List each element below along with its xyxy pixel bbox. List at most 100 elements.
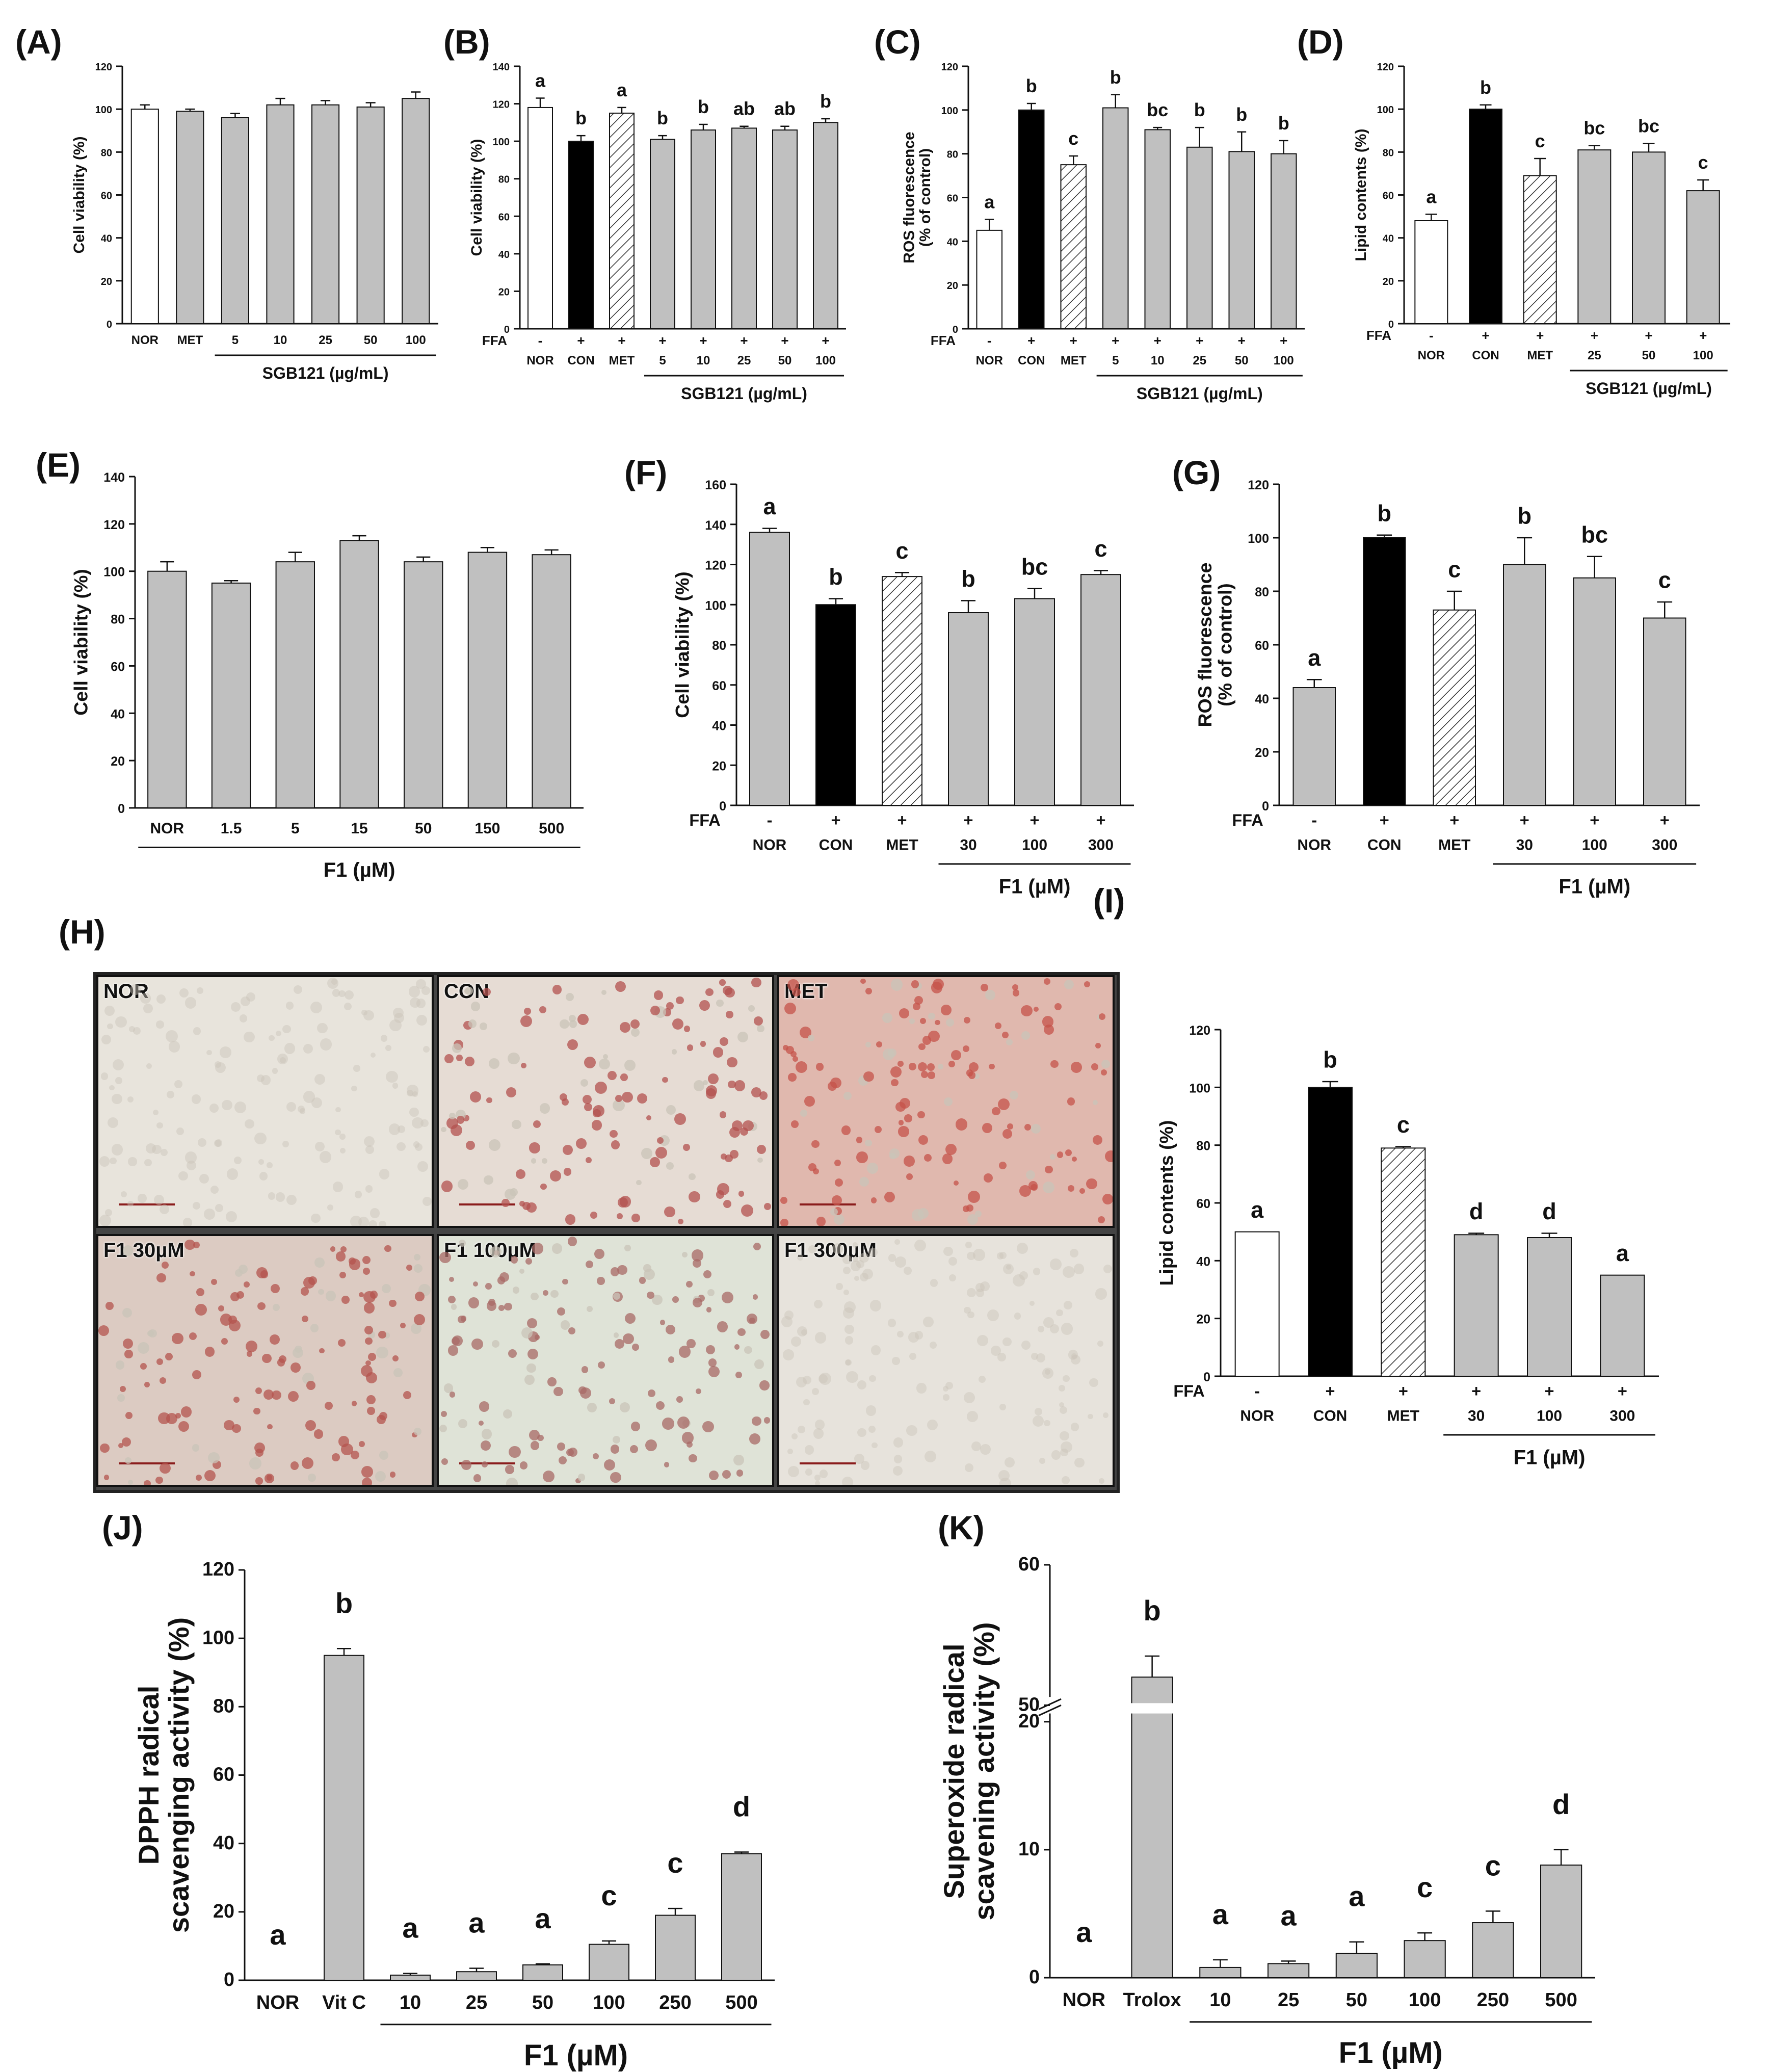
cell-blob bbox=[531, 1292, 539, 1301]
cell-blob bbox=[1002, 1129, 1013, 1139]
significance-letter: c bbox=[1448, 557, 1461, 583]
y-tick-label: 20 bbox=[101, 276, 112, 287]
cell-blob bbox=[192, 1370, 202, 1379]
cell-blob bbox=[712, 1047, 723, 1058]
significance-letter: c bbox=[1397, 1112, 1410, 1138]
cell-blob bbox=[115, 1360, 124, 1370]
cell-blob bbox=[122, 1307, 132, 1318]
cell-blob bbox=[882, 1012, 893, 1023]
cell-blob bbox=[270, 1283, 280, 1294]
cell-blob bbox=[674, 1113, 686, 1125]
cell-blob bbox=[741, 1204, 753, 1217]
cell-blob bbox=[317, 1022, 328, 1034]
cell-blob bbox=[214, 1140, 222, 1147]
cell-blob bbox=[160, 1462, 171, 1474]
cell-blob bbox=[165, 1353, 173, 1361]
bar bbox=[1643, 617, 1686, 806]
cell-blob bbox=[407, 1085, 418, 1096]
cell-blob bbox=[175, 1412, 181, 1419]
cell-blob bbox=[584, 1057, 596, 1069]
bar bbox=[813, 122, 838, 329]
cell-blob bbox=[999, 1478, 1012, 1485]
cell-blob bbox=[619, 1402, 630, 1412]
ffa-sign: + bbox=[1545, 1382, 1554, 1400]
cell-blob bbox=[791, 1433, 798, 1440]
x-tick-label: 30 bbox=[1516, 837, 1533, 854]
cell-blob bbox=[1089, 1378, 1099, 1387]
cell-blob bbox=[469, 1091, 481, 1103]
cell-blob bbox=[637, 1093, 647, 1104]
significance-letter: b bbox=[820, 91, 831, 112]
y-tick-label: 20 bbox=[213, 1901, 234, 1922]
cell-blob bbox=[1012, 989, 1020, 996]
cell-blob bbox=[890, 1066, 902, 1078]
cell-blob bbox=[857, 1380, 867, 1390]
group-label: SGB121 (µg/mL) bbox=[1137, 384, 1263, 403]
bar bbox=[1228, 151, 1255, 329]
cell-blob bbox=[906, 1425, 917, 1436]
x-tick-label: MET bbox=[1438, 837, 1470, 854]
cell-blob bbox=[414, 1143, 423, 1151]
cell-blob bbox=[305, 1420, 316, 1431]
cell-blob bbox=[557, 1442, 566, 1451]
cell-blob bbox=[1067, 1097, 1075, 1106]
y-axis-label: ROS fluorescence bbox=[901, 132, 918, 263]
significance-letter: d bbox=[1469, 1198, 1484, 1224]
cell-blob bbox=[623, 1333, 634, 1345]
y-tick-label: 0 bbox=[1203, 1370, 1210, 1384]
cell-blob bbox=[884, 1192, 895, 1203]
cell-blob bbox=[302, 1316, 308, 1322]
ffa-sign: + bbox=[1660, 811, 1670, 829]
cell-blob bbox=[530, 1441, 540, 1450]
cell-blob bbox=[870, 1197, 877, 1204]
cell-blob bbox=[231, 1002, 241, 1012]
cell-blob bbox=[221, 1337, 228, 1345]
significance-letter: a bbox=[1308, 645, 1321, 671]
cell-blob bbox=[650, 1157, 661, 1168]
x-tick-label: 50 bbox=[364, 333, 378, 347]
significance-letter: a bbox=[270, 1919, 286, 1951]
bar bbox=[1268, 1963, 1310, 1978]
cell-blob bbox=[1025, 1170, 1035, 1180]
cell-blob bbox=[204, 1209, 215, 1220]
ffa-sign: + bbox=[831, 811, 841, 829]
x-tick-label: 5 bbox=[232, 333, 239, 347]
cell-blob bbox=[1002, 1263, 1014, 1274]
cell-blob bbox=[1007, 1123, 1013, 1130]
cell-blob bbox=[1005, 1457, 1015, 1467]
cell-blob bbox=[364, 1136, 375, 1147]
cell-blob bbox=[310, 1002, 323, 1014]
cell-blob bbox=[262, 1353, 272, 1363]
cell-blob bbox=[478, 1420, 484, 1426]
cell-blob bbox=[1034, 1407, 1043, 1416]
cell-blob bbox=[568, 1015, 576, 1022]
y-axis-label: (% of control) bbox=[917, 148, 934, 247]
cell-blob bbox=[543, 1290, 549, 1296]
cell-blob bbox=[730, 1150, 738, 1159]
x-tick-label: NOR bbox=[131, 333, 159, 347]
bar bbox=[976, 229, 1002, 329]
cell-blob bbox=[451, 1124, 463, 1137]
cell-blob bbox=[192, 1444, 200, 1452]
cell-blob bbox=[364, 1325, 374, 1334]
cell-blob bbox=[630, 1019, 640, 1029]
cell-blob bbox=[997, 1353, 1006, 1362]
cell-blob bbox=[480, 1440, 491, 1451]
cell-blob bbox=[692, 1298, 702, 1308]
cell-blob bbox=[504, 1302, 512, 1310]
cell-blob bbox=[683, 1143, 690, 1151]
cell-blob bbox=[928, 1071, 935, 1079]
y-tick-label: 40 bbox=[111, 707, 125, 721]
cell-blob bbox=[942, 1153, 953, 1164]
cell-blob bbox=[532, 1243, 544, 1255]
cell-blob bbox=[748, 1005, 755, 1012]
cell-blob bbox=[260, 1075, 271, 1085]
y-tick-label: 0 bbox=[719, 799, 726, 814]
cell-blob bbox=[178, 1421, 190, 1432]
scale-bar bbox=[459, 1203, 515, 1205]
bar bbox=[527, 107, 553, 330]
panel-label-h: (H) bbox=[59, 913, 105, 951]
significance-letter: c bbox=[1094, 536, 1107, 562]
y-tick-label: 0 bbox=[504, 324, 510, 335]
cell-blob bbox=[1031, 1352, 1039, 1360]
